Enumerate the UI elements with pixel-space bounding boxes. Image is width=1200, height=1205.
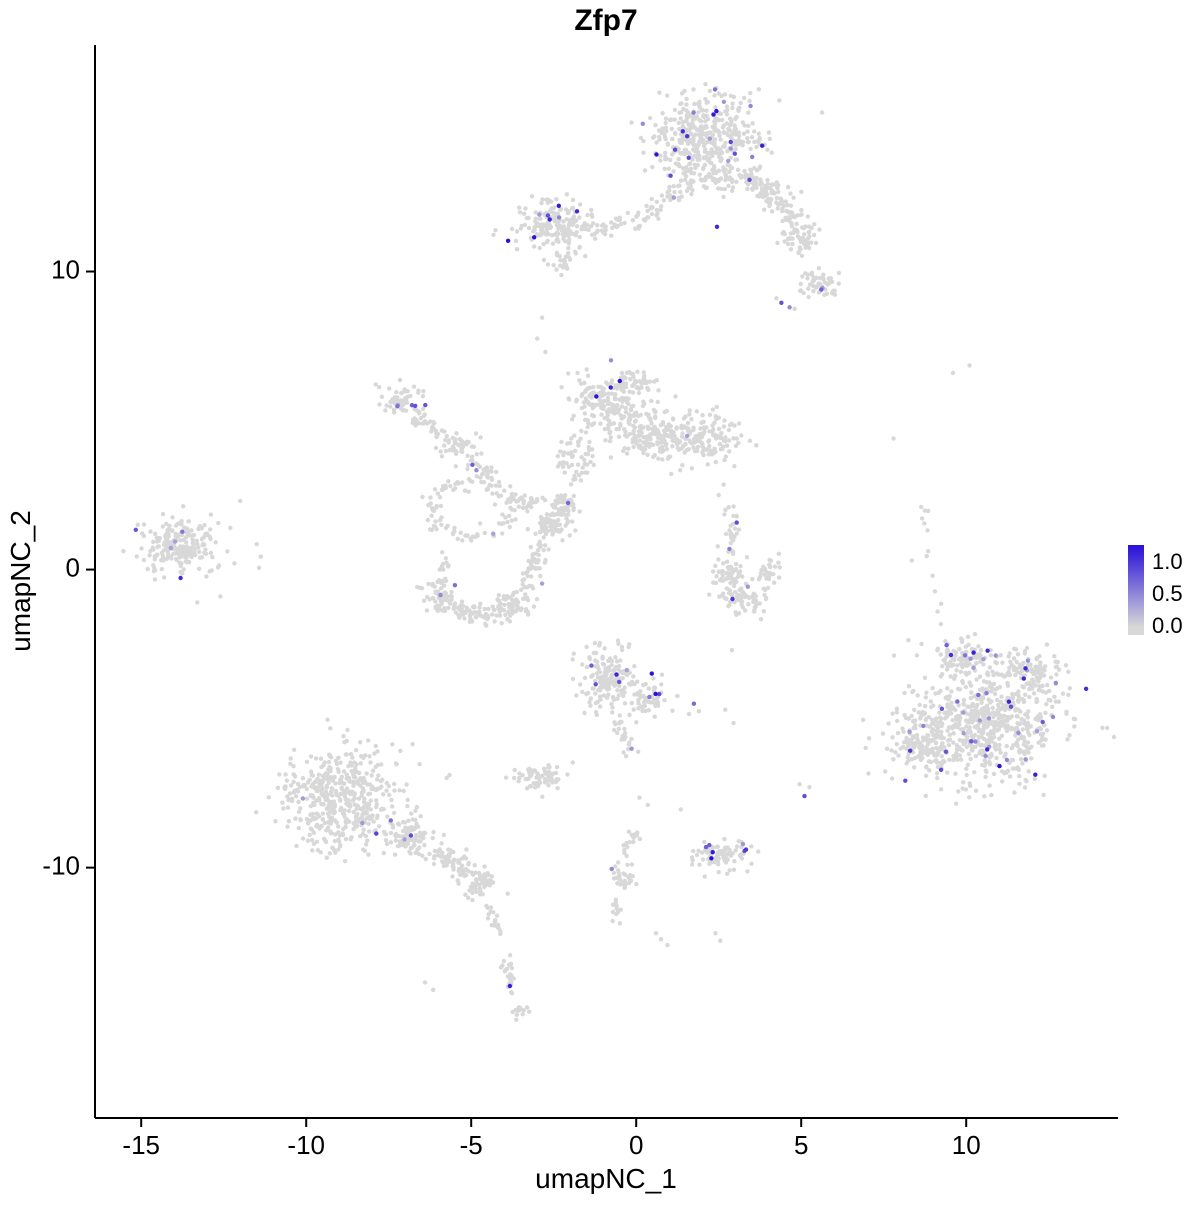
y-axis-label: umapNC_2 — [5, 510, 36, 652]
scatter-points — [121, 82, 1117, 1022]
colorbar-gradient — [1128, 545, 1144, 635]
x-axis-label: umapNC_1 — [535, 1163, 677, 1194]
x-tick-label: 10 — [952, 1130, 981, 1160]
expression-colorbar-legend: 1.0 0.5 0.0 — [1128, 545, 1183, 638]
x-tick-label: -15 — [122, 1130, 160, 1160]
x-tick-label: 0 — [629, 1130, 643, 1160]
x-tick-label: 5 — [794, 1130, 808, 1160]
legend-tick-label-mid: 0.5 — [1152, 581, 1183, 606]
x-tick-label: -10 — [287, 1130, 325, 1160]
x-tick-label: -5 — [460, 1130, 483, 1160]
y-tick-label: 0 — [66, 552, 80, 582]
axes: -15 -10 -5 0 5 10 -10 0 10 — [42, 45, 1118, 1160]
y-tick-label: 10 — [51, 254, 80, 284]
legend-tick-label-high: 1.0 — [1152, 549, 1183, 574]
y-tick-label: -10 — [42, 851, 80, 881]
plot-title: Zfp7 — [574, 4, 637, 37]
legend-tick-label-low: 0.0 — [1152, 613, 1183, 638]
